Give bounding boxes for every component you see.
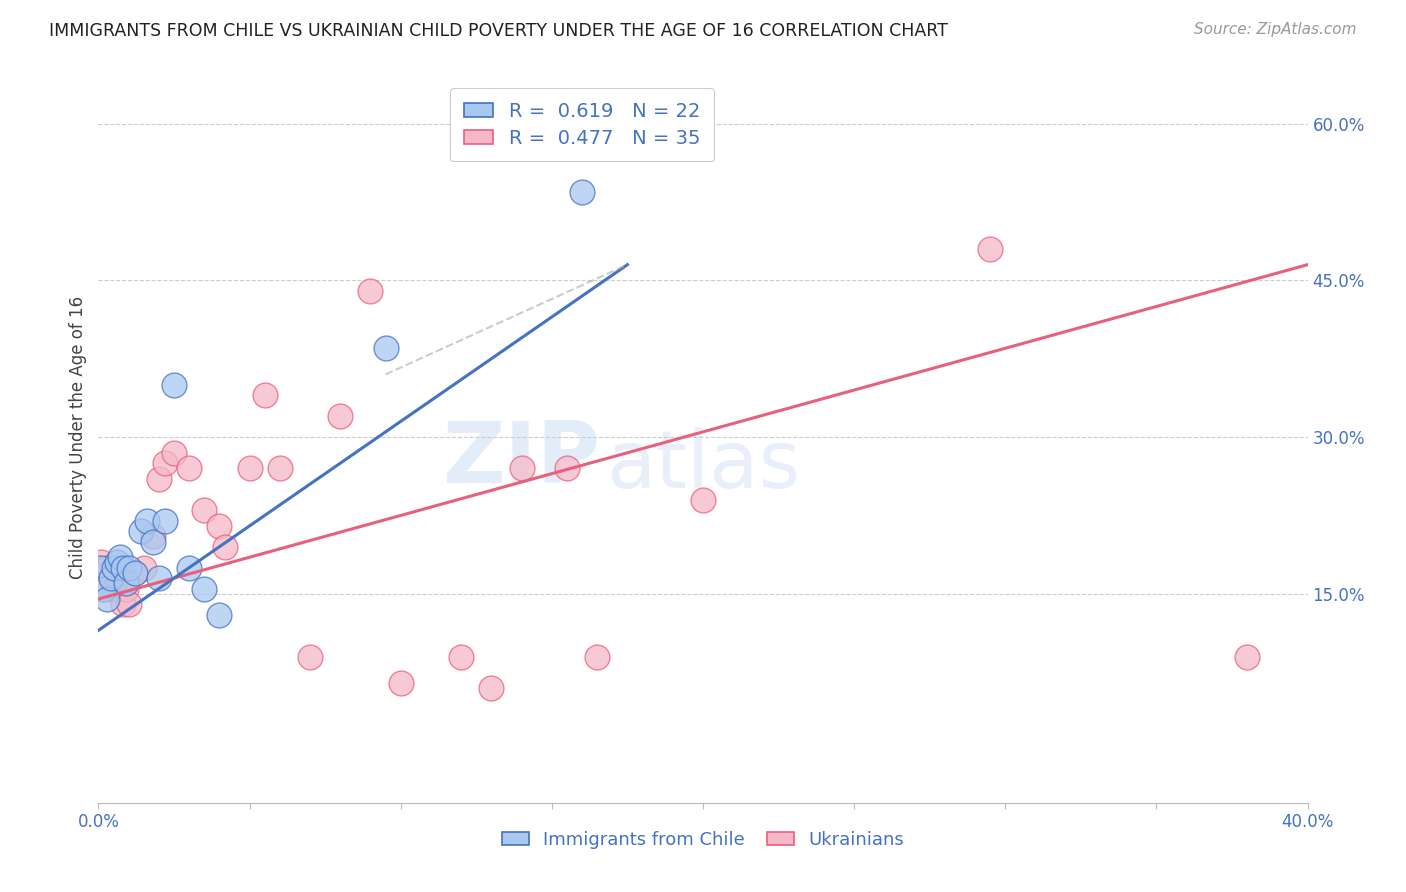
Text: atlas: atlas — [606, 427, 800, 506]
Point — [571, 185, 593, 199]
Point — [208, 519, 231, 533]
Point — [450, 649, 472, 664]
Point — [135, 514, 157, 528]
Point — [105, 571, 128, 585]
Point — [93, 582, 115, 596]
Point — [360, 284, 382, 298]
Point — [555, 461, 578, 475]
Point — [163, 446, 186, 460]
Point — [586, 649, 609, 664]
Point — [153, 514, 176, 528]
Point — [100, 571, 122, 585]
Point — [132, 560, 155, 574]
Point — [118, 597, 141, 611]
Point — [100, 571, 122, 585]
Point — [93, 582, 115, 596]
Point — [148, 472, 170, 486]
Point — [142, 534, 165, 549]
Point — [114, 576, 136, 591]
Point — [374, 341, 396, 355]
Text: ZIP: ZIP — [443, 417, 600, 500]
Point — [111, 597, 134, 611]
Point — [103, 582, 125, 596]
Point — [163, 377, 186, 392]
Point — [118, 560, 141, 574]
Point — [142, 529, 165, 543]
Point — [153, 456, 176, 470]
Y-axis label: Child Poverty Under the Age of 16: Child Poverty Under the Age of 16 — [69, 295, 87, 579]
Point — [179, 560, 201, 574]
Point — [299, 649, 322, 664]
Point — [129, 524, 152, 538]
Point — [90, 560, 112, 574]
Point — [96, 592, 118, 607]
Point — [124, 566, 146, 580]
Legend: Immigrants from Chile, Ukrainians: Immigrants from Chile, Ukrainians — [495, 823, 911, 856]
Point — [108, 560, 131, 574]
Text: IMMIGRANTS FROM CHILE VS UKRAINIAN CHILD POVERTY UNDER THE AGE OF 16 CORRELATION: IMMIGRANTS FROM CHILE VS UKRAINIAN CHILD… — [49, 22, 948, 40]
Point — [105, 556, 128, 570]
Point — [510, 461, 533, 475]
Point — [103, 560, 125, 574]
Point — [179, 461, 201, 475]
Point — [239, 461, 262, 475]
Point — [389, 675, 412, 690]
Point — [979, 242, 1001, 256]
Point — [269, 461, 291, 475]
Point — [1236, 649, 1258, 664]
Point — [481, 681, 503, 695]
Point — [124, 566, 146, 580]
Point — [108, 550, 131, 565]
Point — [253, 388, 276, 402]
Point — [114, 582, 136, 596]
Point — [692, 492, 714, 507]
Text: Source: ZipAtlas.com: Source: ZipAtlas.com — [1194, 22, 1357, 37]
Point — [193, 503, 215, 517]
Point — [90, 556, 112, 570]
Point — [148, 571, 170, 585]
Point — [96, 560, 118, 574]
Point — [193, 582, 215, 596]
Point — [329, 409, 352, 424]
Point — [111, 560, 134, 574]
Point — [214, 540, 236, 554]
Point — [208, 607, 231, 622]
